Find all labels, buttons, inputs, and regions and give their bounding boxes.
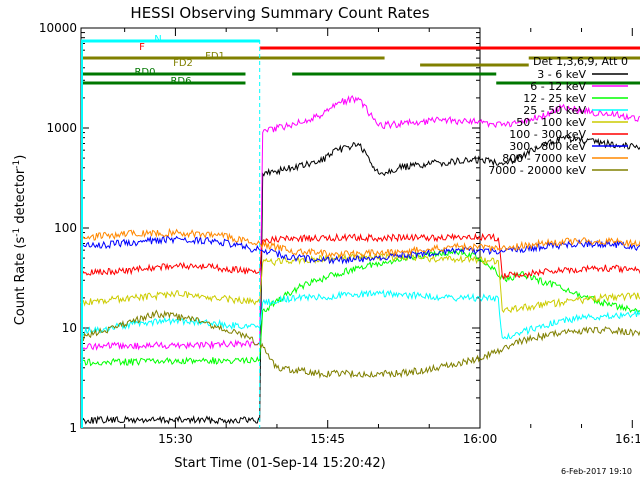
x-axis-label: Start Time (01-Sep-14 15:20:42) — [174, 456, 385, 471]
series-line — [80, 134, 640, 425]
flag-label: RD6 — [170, 76, 191, 87]
series-line — [80, 309, 640, 379]
legend-entry-label: 300 - 800 keV — [509, 140, 586, 153]
legend-header: Det 1,3,6,9, Att 0 — [533, 55, 628, 68]
chart-title: HESSI Observing Summary Count Rates — [130, 4, 429, 22]
flag-label: FD2 — [173, 58, 193, 69]
legend-entry-label: 12 - 25 keV — [523, 92, 586, 105]
y-axis-label-superscript: -1 — [12, 228, 22, 237]
series-4 — [80, 252, 640, 314]
series-layer — [80, 95, 640, 425]
flag-fd1: FD1 — [81, 51, 640, 62]
legend-entry-label: 3 - 6 keV — [537, 68, 586, 81]
x-tick-label: 16:15 — [615, 432, 640, 446]
footer-date: 6-Feb-2017 19:10 — [561, 467, 632, 476]
y-tick-label: 1 — [69, 421, 77, 435]
series-7 — [80, 227, 640, 259]
flag-label: FD1 — [205, 51, 225, 62]
flag-fd2: FD2 — [173, 58, 529, 69]
y-tick-label: 10 — [62, 321, 77, 335]
series-line — [80, 289, 640, 340]
series-line — [80, 95, 640, 351]
series-line — [80, 252, 640, 314]
y-tick-label: 10000 — [39, 21, 77, 35]
x-tick-label: 15:45 — [310, 432, 345, 446]
flag-n: N — [81, 34, 260, 45]
y-axis-label-middle: detector — [13, 168, 28, 228]
series-5 — [80, 232, 640, 281]
flag-f: F — [139, 42, 640, 53]
legend-entry-label: 6 - 12 keV — [530, 80, 586, 93]
series-3 — [80, 289, 640, 340]
series-line — [80, 235, 640, 265]
y-tick-label: 100 — [54, 221, 77, 235]
flag-label: F — [139, 42, 145, 53]
observing-flags-layer: NF FD1 FD2 RD0 RD6 — [81, 34, 640, 428]
legend-entry-label: 7000 - 20000 keV — [488, 164, 586, 177]
flag-rd6: RD6 — [81, 76, 640, 87]
y-axis-label-end: ) — [13, 155, 28, 160]
x-tick-label: 16:00 — [463, 432, 498, 446]
flag-rd0: RD0 — [81, 67, 497, 78]
y-tick-label: 1000 — [46, 121, 77, 135]
legend-entry-label: 800 - 7000 keV — [502, 152, 586, 165]
series-line — [80, 227, 640, 259]
series-2 — [80, 247, 640, 367]
x-tick-label: 15:30 — [158, 432, 193, 446]
flag-label: N — [154, 34, 161, 45]
series-line — [80, 232, 640, 281]
series-1 — [80, 95, 640, 351]
series-line — [80, 247, 640, 367]
y-axis-label: Count Rate (s-1 detector-1) — [12, 155, 28, 326]
series-6 — [80, 235, 640, 265]
series-0 — [80, 134, 640, 425]
legend-entry-label: 100 - 300 keV — [509, 128, 586, 141]
series-8 — [80, 309, 640, 379]
y-axis-label-superscript: -1 — [12, 160, 22, 169]
legend-entry-label: 25 - 50 keV — [523, 104, 586, 117]
legend-entry-label: 50 - 100 keV — [516, 116, 586, 129]
flag-label: RD0 — [134, 67, 155, 78]
y-axis-label-part: Count Rate (s — [13, 237, 28, 326]
